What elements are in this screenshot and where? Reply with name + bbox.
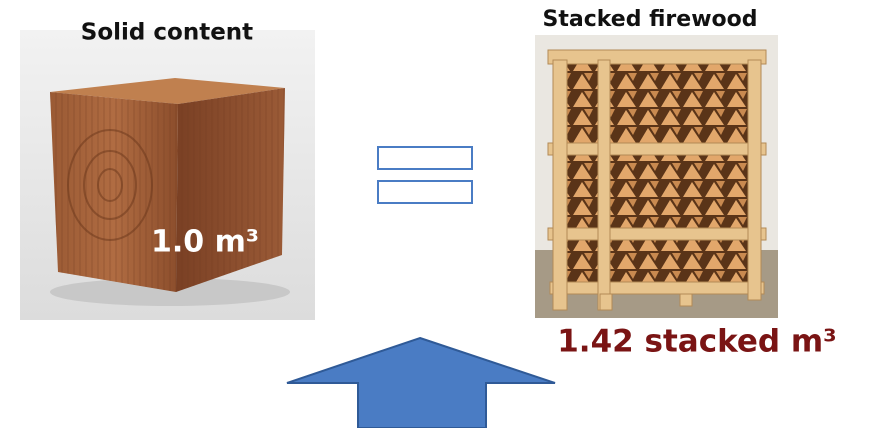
equals-sign bbox=[377, 146, 473, 204]
firewood-image: Stacked firewood bbox=[535, 7, 778, 318]
left-title: Solid content bbox=[81, 20, 253, 46]
right-title: Stacked firewood bbox=[543, 7, 758, 32]
solid-wood-image: Solid content 1.0 m³ bbox=[20, 20, 315, 320]
right-label: 1.42 stacked m³ bbox=[557, 324, 837, 360]
left-label: 1.0 m³ bbox=[151, 225, 259, 260]
up-arrow bbox=[286, 336, 556, 428]
